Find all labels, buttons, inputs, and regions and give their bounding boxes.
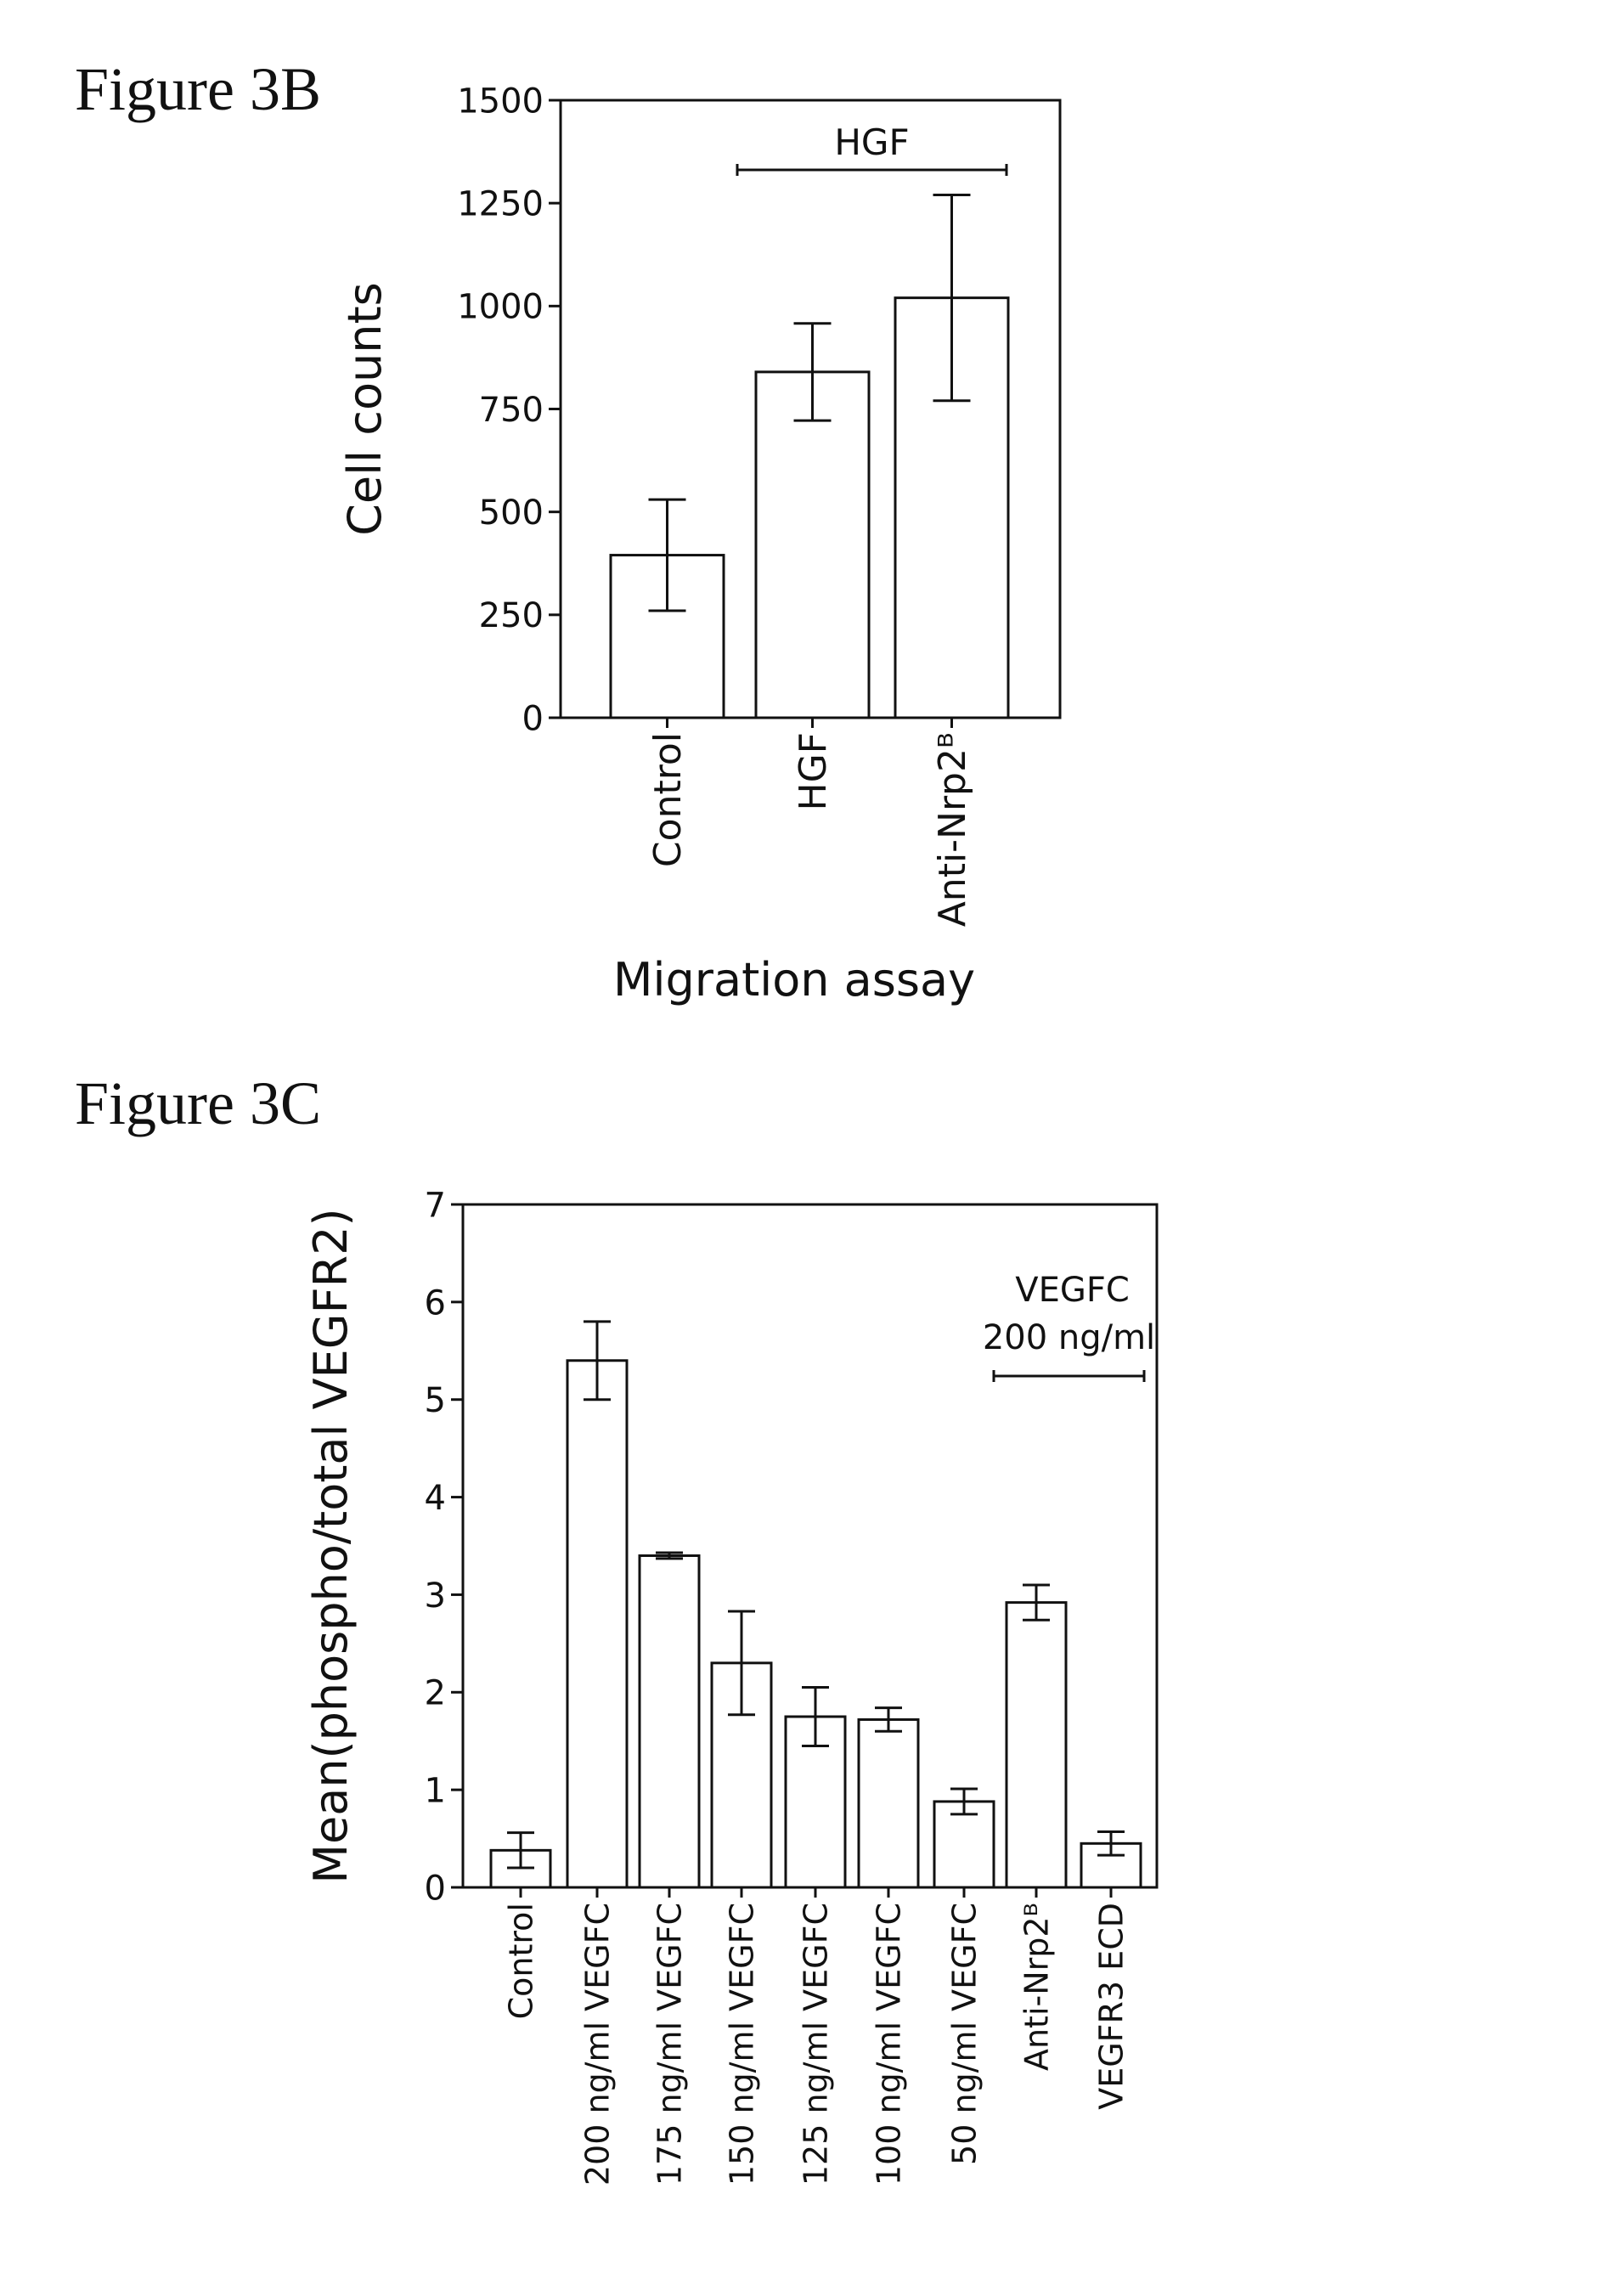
y-tick-label: 2 (425, 1674, 446, 1713)
bar (567, 1361, 627, 1887)
chart-3C: 0 1 2 3 4 5 6 7 Mean(phospho/total VEGFR2) Contro… (304, 1186, 1157, 2186)
category-label: 200 ng/ml VEGFC (578, 1903, 616, 2186)
y-tick-label: 750 (479, 391, 544, 430)
bracket-label-line1: VEGFC (1015, 1271, 1130, 1310)
y-tick-label: 1000 (457, 288, 544, 327)
y-tick-label: 250 (479, 596, 544, 635)
bar (640, 1555, 699, 1887)
y-axis-label: Mean(phospho/total VEGFR2) (304, 1208, 358, 1883)
y-tick-label: 0 (522, 699, 544, 738)
category-label: HGF (792, 732, 835, 811)
y-tick-label: 1250 (457, 185, 544, 224)
bar (1007, 1603, 1066, 1887)
y-tick-label: 3 (425, 1576, 446, 1616)
x-axis-label: Migration assay (613, 953, 975, 1007)
y-tick-label: 4 (425, 1479, 446, 1518)
bar (859, 1719, 918, 1887)
category-label: 100 ng/ml VEGFC (870, 1903, 907, 2186)
chart-3B: 0 250 500 750 1000 1250 1500 Cell counts Control… (338, 82, 1060, 1007)
bar (756, 372, 869, 718)
y-tick-label: 0 (425, 1869, 446, 1908)
bracket-label-line2: 200 ng/ml (983, 1318, 1155, 1357)
y-tick-label: 1 (425, 1772, 446, 1811)
category-label: 125 ng/ml VEGFC (797, 1903, 834, 2186)
category-label: 175 ng/ml VEGFC (651, 1903, 688, 2186)
y-tick-label: 500 (479, 494, 544, 533)
category-label: Control (502, 1903, 539, 2019)
category-label: VEGFR3 ECD (1092, 1903, 1130, 2110)
category-label: Control (646, 732, 690, 867)
y-tick-label: 7 (425, 1186, 446, 1225)
figures-canvas: 0250500750100012501500Cell countsControl… (0, 0, 1624, 2273)
bracket-label: HGF (834, 121, 909, 163)
y-tick-label: 5 (425, 1381, 446, 1420)
y-tick-label: 6 (425, 1283, 446, 1323)
category-label: 50 ng/ml VEGFC (945, 1903, 983, 2165)
y-axis-label: Cell counts (338, 282, 392, 536)
y-tick-label: 1500 (457, 82, 544, 121)
category-label: Anti-Nrp2ᴮ (931, 732, 974, 927)
category-label: Anti-Nrp2ᴮ (1018, 1903, 1055, 2071)
category-label: 150 ng/ml VEGFC (723, 1903, 760, 2186)
